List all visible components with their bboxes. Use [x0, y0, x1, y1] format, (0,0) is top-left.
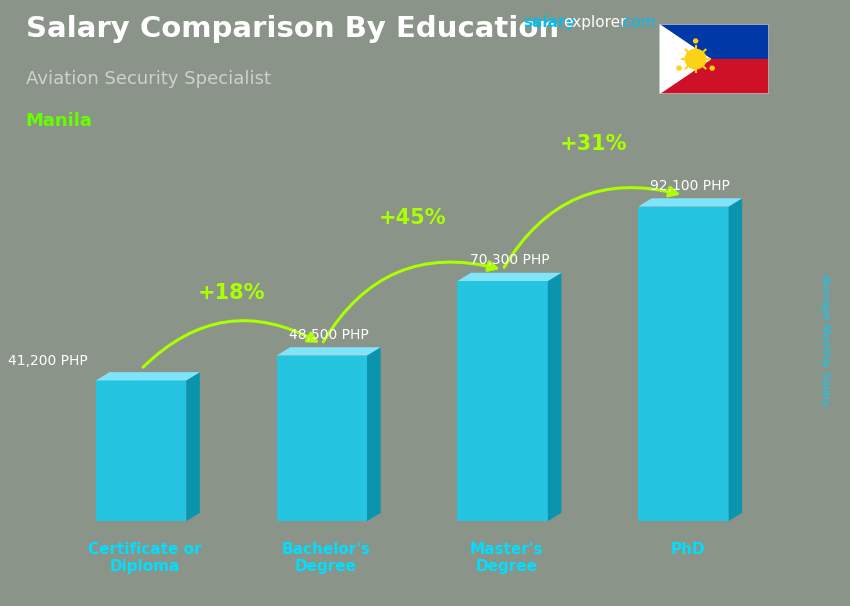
Text: .com: .com: [618, 15, 655, 30]
Text: +45%: +45%: [378, 208, 446, 228]
Text: 70,300 PHP: 70,300 PHP: [469, 253, 549, 267]
Text: +18%: +18%: [198, 283, 265, 303]
Circle shape: [685, 49, 706, 69]
Text: Average Monthly Salary: Average Monthly Salary: [820, 273, 830, 406]
Polygon shape: [367, 347, 381, 521]
Bar: [659, 24, 769, 59]
Text: explorer: explorer: [564, 15, 627, 30]
Polygon shape: [638, 207, 728, 521]
Text: Certificate or
Diploma: Certificate or Diploma: [88, 542, 202, 574]
Polygon shape: [276, 356, 367, 521]
Polygon shape: [457, 273, 561, 281]
Polygon shape: [96, 381, 186, 521]
Text: Bachelor's
Degree: Bachelor's Degree: [281, 542, 371, 574]
Text: 92,100 PHP: 92,100 PHP: [650, 179, 730, 193]
Polygon shape: [96, 372, 200, 381]
Polygon shape: [694, 39, 698, 43]
Polygon shape: [659, 24, 711, 94]
Polygon shape: [710, 66, 714, 70]
Text: salary: salary: [523, 15, 575, 30]
Text: PhD: PhD: [670, 542, 705, 557]
Polygon shape: [186, 372, 200, 521]
Polygon shape: [638, 198, 742, 207]
Text: Manila: Manila: [26, 112, 93, 130]
Polygon shape: [547, 273, 561, 521]
Text: 48,500 PHP: 48,500 PHP: [289, 328, 369, 342]
Polygon shape: [457, 281, 547, 521]
Polygon shape: [728, 198, 742, 521]
Polygon shape: [677, 66, 681, 70]
Text: Salary Comparison By Education: Salary Comparison By Education: [26, 15, 558, 43]
Text: Aviation Security Specialist: Aviation Security Specialist: [26, 70, 270, 88]
Bar: [659, 59, 769, 94]
Polygon shape: [276, 347, 381, 356]
Text: Master's
Degree: Master's Degree: [470, 542, 543, 574]
Text: +31%: +31%: [559, 134, 626, 154]
Text: 41,200 PHP: 41,200 PHP: [8, 355, 88, 368]
